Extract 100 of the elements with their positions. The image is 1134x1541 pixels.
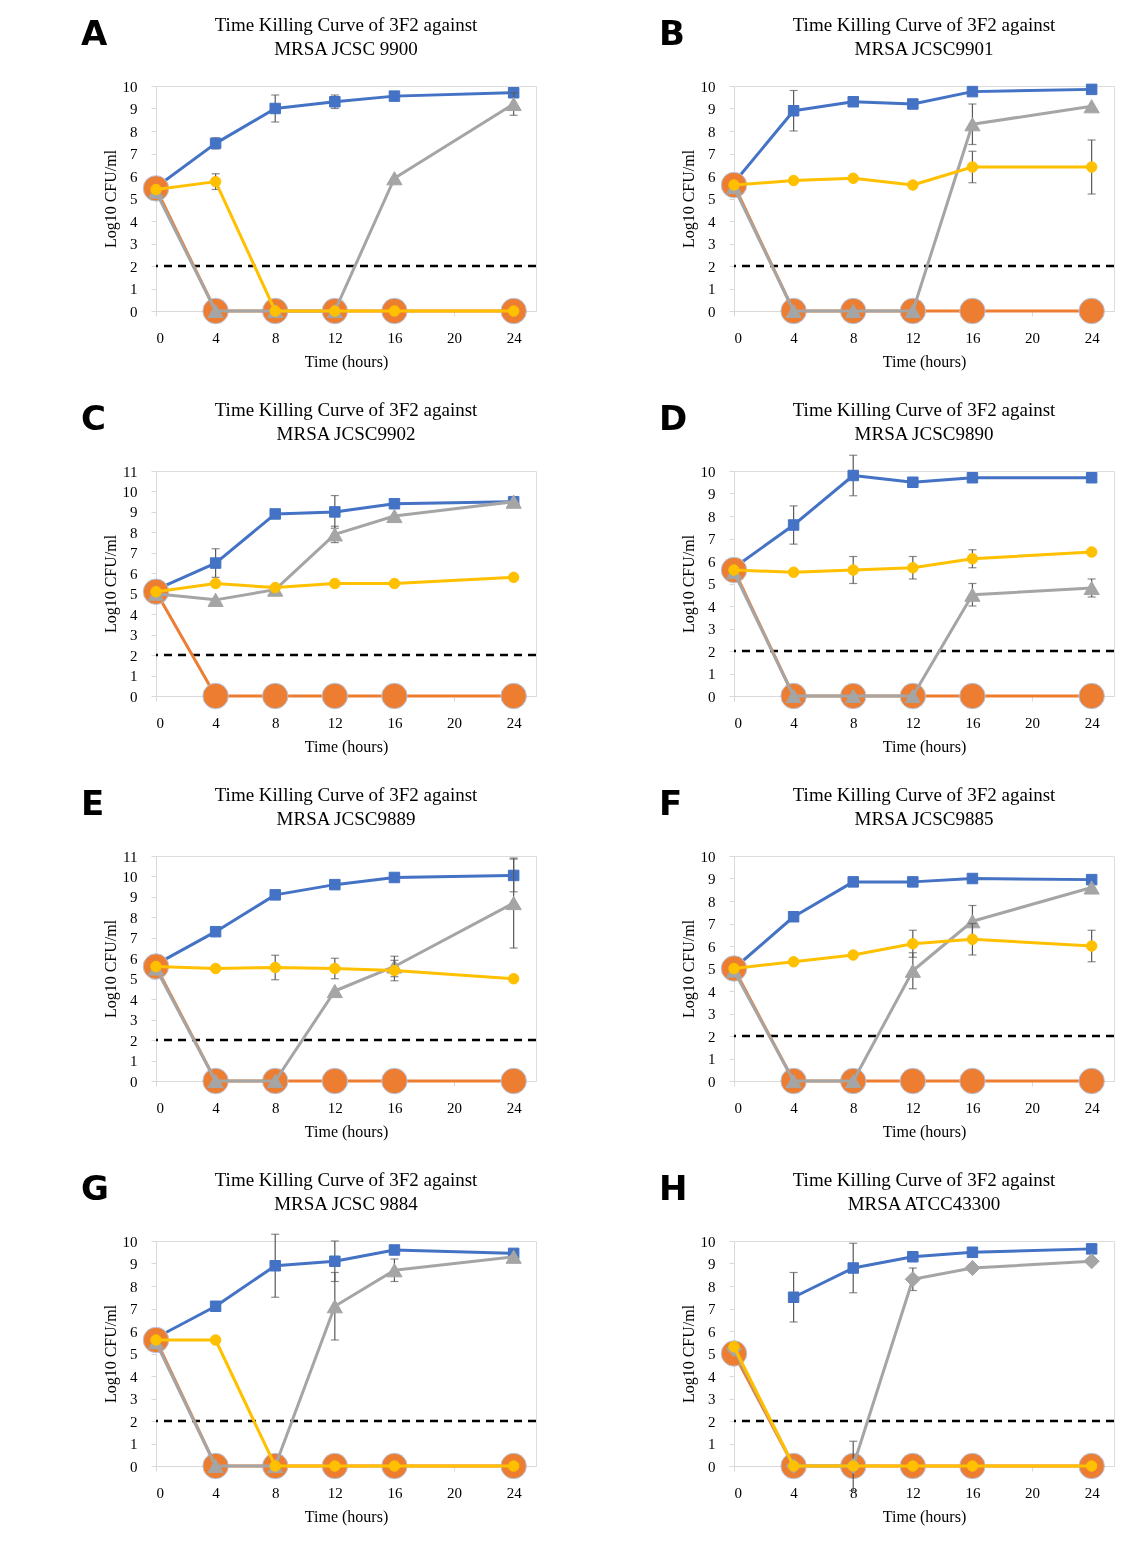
x-tick-label: 4 — [790, 1484, 799, 1501]
x-axis-title: Time (hours) — [304, 1507, 389, 1526]
y-tick-label: 0 — [708, 688, 716, 705]
x-tick-label: 24 — [506, 1099, 523, 1116]
x-tick-label: 24 — [1084, 1099, 1101, 1116]
y-tick-label: 0 — [130, 1458, 138, 1475]
y-tick-label: 1 — [130, 668, 138, 685]
y-tick-label: 6 — [130, 950, 138, 967]
x-tick-label: 16 — [387, 1484, 403, 1501]
chart-title: Time Killing Curve of 3F2 against MRSA JCSC9885 — [792, 784, 1057, 829]
y-tick-label: 6 — [708, 553, 716, 570]
y-tick-label: 10 — [700, 463, 716, 480]
y-tick-label: 7 — [130, 1301, 138, 1317]
x-axis-title: Time (hours) — [882, 1122, 967, 1141]
y-axis-title: Log10 CFU/ml — [679, 534, 698, 634]
y-tick-label: 6 — [130, 565, 138, 582]
y-tick-label: 10 — [122, 483, 138, 500]
y-tick-label: 7 — [708, 146, 716, 162]
y-tick-label: 2 — [708, 1028, 716, 1045]
y-tick-label: 3 — [708, 1391, 716, 1407]
x-tick-label: 0 — [734, 714, 742, 731]
y-tick-label: 4 — [708, 598, 716, 615]
x-tick-label: 4 — [790, 329, 799, 346]
y-tick-label: 5 — [708, 576, 716, 592]
y-tick-label: 1 — [708, 666, 716, 682]
y-tick-label: 0 — [708, 303, 716, 320]
text: H — [659, 1168, 688, 1208]
y-tick-label: 3 — [130, 1391, 138, 1407]
y-tick-label: 9 — [130, 889, 138, 906]
y-tick-label: 6 — [130, 168, 138, 185]
x-tick-label: 12 — [327, 714, 343, 731]
y-tick-label: 4 — [130, 991, 138, 1008]
y-tick-label: 5 — [130, 586, 138, 603]
y-axis-title: Log10 CFU/ml — [679, 1304, 698, 1404]
y-tick-label: 5 — [130, 191, 138, 207]
x-tick-label: 4 — [212, 1099, 221, 1116]
x-tick-label: 16 — [965, 714, 981, 731]
x-tick-label: 0 — [734, 1099, 742, 1116]
x-tick-label: 24 — [506, 1484, 523, 1501]
x-tick-label: 8 — [271, 1099, 280, 1116]
y-tick-label: 6 — [708, 1323, 716, 1340]
y-tick-label: 6 — [708, 938, 716, 955]
x-tick-label: 4 — [790, 1099, 799, 1116]
x-tick-label: 0 — [734, 329, 742, 346]
y-tick-label: 4 — [708, 213, 716, 230]
text: D — [659, 398, 688, 438]
y-tick-label: 11 — [123, 463, 138, 480]
x-tick-label: 12 — [327, 1099, 343, 1116]
y-tick-label: 4 — [130, 1368, 138, 1385]
x-tick-label: 8 — [271, 714, 280, 731]
y-tick-label: 3 — [130, 1012, 138, 1029]
x-tick-label: 24 — [1084, 714, 1101, 731]
y-tick-label: 3 — [130, 627, 138, 644]
y-tick-label: 2 — [130, 258, 138, 275]
text: E — [81, 783, 105, 823]
x-tick-label: 8 — [849, 1484, 858, 1501]
x-tick-label: 4 — [212, 714, 221, 731]
y-tick-label: 10 — [700, 78, 716, 95]
y-tick-label: 2 — [130, 1032, 138, 1049]
x-tick-label: 16 — [965, 1484, 981, 1501]
text: G — [81, 1168, 109, 1208]
y-tick-label: 4 — [130, 213, 138, 230]
x-tick-label: 24 — [506, 714, 523, 731]
y-tick-label: 5 — [130, 1346, 138, 1362]
y-tick-label: 5 — [708, 1346, 716, 1362]
y-tick-label: 5 — [130, 971, 138, 988]
x-tick-label: 20 — [1025, 1099, 1041, 1116]
y-tick-label: 2 — [130, 647, 138, 664]
chart-title: Time Killing Curve of 3F2 against MRSA ATCC43300 — [792, 1169, 1057, 1214]
y-tick-label: 2 — [130, 1413, 138, 1430]
y-tick-label: 8 — [708, 1278, 716, 1295]
chart-title: Time Killing Curve of 3F2 against MRSA JCSC9889 — [214, 784, 479, 829]
x-tick-label: 8 — [271, 329, 280, 346]
x-tick-label: 8 — [849, 1099, 858, 1116]
x-axis-title: Time (hours) — [882, 352, 967, 371]
y-axis-title: Log10 CFU/ml — [101, 534, 120, 634]
x-tick-label: 0 — [156, 329, 164, 346]
y-tick-label: 5 — [708, 191, 716, 207]
chart-title: Time Killing Curve of 3F2 against MRSA JCSC9890 — [792, 399, 1057, 444]
y-tick-label: 8 — [708, 508, 716, 525]
y-tick-label: 2 — [708, 258, 716, 275]
y-axis-title: Log10 CFU/ml — [101, 149, 120, 249]
chart-title: Time Killing Curve of 3F2 against MRSA JCSC9902 — [214, 399, 479, 444]
y-tick-label: 10 — [700, 848, 716, 865]
x-tick-label: 20 — [1025, 1484, 1041, 1501]
y-tick-label: 5 — [708, 961, 716, 977]
x-tick-label: 8 — [849, 714, 858, 731]
text: F — [659, 783, 683, 823]
chart-title: Time Killing Curve of 3F2 against MRSA JCSC 9884 — [214, 1169, 479, 1214]
x-tick-label: 20 — [447, 1099, 463, 1116]
x-tick-label: 24 — [1084, 1484, 1101, 1501]
y-tick-label: 1 — [708, 1051, 716, 1067]
text: B — [659, 13, 685, 53]
y-tick-label: 4 — [130, 606, 138, 623]
y-tick-label: 7 — [130, 930, 138, 947]
y-tick-label: 4 — [708, 983, 716, 1000]
y-tick-label: 0 — [130, 688, 138, 705]
x-tick-label: 4 — [790, 714, 799, 731]
y-tick-label: 9 — [708, 871, 716, 887]
x-tick-label: 12 — [905, 329, 921, 346]
